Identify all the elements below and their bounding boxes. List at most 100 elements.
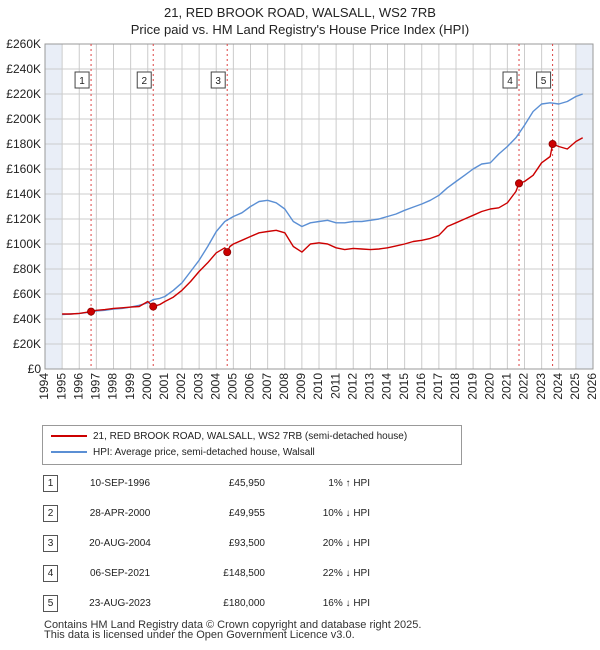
x-tick-label: 1999 <box>123 373 137 400</box>
transaction-hpi-diff: 1% ↑ HPI <box>328 478 370 489</box>
x-tick-label: 2023 <box>534 373 548 400</box>
transaction-date: 23-AUG-2023 <box>89 598 151 609</box>
event-marker-box <box>502 71 518 89</box>
transaction-number: 4 <box>43 565 58 582</box>
x-tick-label: 1995 <box>54 373 68 400</box>
x-tick-label: 2012 <box>345 373 359 400</box>
footer-copyright: Contains HM Land Registry data © Crown c… <box>44 619 422 631</box>
x-tick-label: 2022 <box>517 373 531 400</box>
y-tick-label: £100K <box>6 237 41 251</box>
table-row: 1 10-SEP-1996 £45,950 1% ↑ HPI <box>0 475 600 495</box>
sale-point <box>87 307 96 316</box>
x-tick-label: 2026 <box>585 373 599 400</box>
transaction-number: 1 <box>43 475 58 492</box>
x-tick-label: 2018 <box>448 373 462 400</box>
y-tick-label: £120K <box>6 212 41 226</box>
transaction-price: £93,500 <box>228 538 265 549</box>
x-tick-label: 1996 <box>71 373 85 400</box>
y-tick-label: £20K <box>13 337 41 351</box>
x-tick-label: 2002 <box>174 373 188 400</box>
legend-swatch-hpi <box>51 451 87 454</box>
x-tick-label: 2011 <box>328 373 342 399</box>
x-tick-label: 2010 <box>311 373 325 400</box>
sale-point <box>548 139 557 148</box>
event-marker-label: 3 <box>215 76 221 87</box>
footer-attribution: Contains HM Land Registry data © Crown c… <box>44 619 422 641</box>
x-tick-label: 2005 <box>226 373 240 400</box>
event-marker-label: 1 <box>79 76 85 87</box>
transaction-price: £180,000 <box>223 598 265 609</box>
legend-item-hpi: HPI: Average price, semi-detached house,… <box>51 445 315 461</box>
transaction-price: £45,950 <box>228 478 265 489</box>
transaction-price: £148,500 <box>223 568 265 579</box>
y-tick-label: £180K <box>6 137 41 151</box>
transaction-hpi-diff: 10% ↓ HPI <box>322 508 370 519</box>
event-marker-box <box>136 71 152 89</box>
series-line-hpi <box>62 93 583 316</box>
y-tick-label: £200K <box>6 112 41 126</box>
legend-swatch-property <box>51 435 87 438</box>
transaction-date: 06-SEP-2021 <box>89 568 151 579</box>
chart-title-line2: Price paid vs. HM Land Registry's House … <box>130 22 470 37</box>
sale-point <box>149 302 158 311</box>
table-row: 2 28-APR-2000 £49,955 10% ↓ HPI <box>0 505 600 525</box>
chart-legend: 21, RED BROOK ROAD, WALSALL, WS2 7RB (se… <box>42 425 462 465</box>
x-tick-label: 1994 <box>37 373 51 400</box>
x-tick-label: 2004 <box>208 373 222 400</box>
x-tick-label: 1997 <box>89 373 103 400</box>
y-tick-label: £220K <box>6 87 41 101</box>
x-tick-label: 2006 <box>243 373 257 400</box>
shaded-region <box>45 44 63 369</box>
transaction-hpi-diff: 20% ↓ HPI <box>322 538 370 549</box>
x-tick-label: 2016 <box>414 373 428 400</box>
x-tick-label: 2001 <box>157 373 171 400</box>
y-tick-label: £160K <box>6 162 41 176</box>
y-tick-label: £40K <box>13 312 41 326</box>
x-tick-label: 2000 <box>140 373 154 400</box>
sale-point <box>515 179 524 188</box>
transaction-number: 3 <box>43 535 58 552</box>
chart-title-line1: 21, RED BROOK ROAD, WALSALL, WS2 7RB <box>164 5 436 20</box>
transaction-hpi-diff: 22% ↓ HPI <box>322 568 370 579</box>
shaded-region <box>575 44 593 369</box>
event-marker-box <box>74 71 90 89</box>
x-tick-label: 2014 <box>380 373 394 400</box>
plot-border <box>44 43 594 370</box>
y-tick-label: £0 <box>28 362 42 376</box>
legend-item-property: 21, RED BROOK ROAD, WALSALL, WS2 7RB (se… <box>51 429 407 445</box>
table-row: 3 20-AUG-2004 £93,500 20% ↓ HPI <box>0 535 600 555</box>
price-chart: £0 £20K £40K £60K £80K £100K £120K £140K £160K £1… <box>6 37 599 400</box>
x-tick-label: 2003 <box>191 373 205 400</box>
x-tick-label: 2013 <box>363 373 377 400</box>
sale-point <box>223 248 232 257</box>
x-tick-label: 2019 <box>465 373 479 400</box>
y-tick-label: £260K <box>6 37 41 51</box>
transaction-date: 20-AUG-2004 <box>89 538 151 549</box>
series-line-property <box>62 137 584 315</box>
event-marker-box <box>210 71 226 89</box>
transaction-number: 5 <box>43 595 58 612</box>
y-tick-label: £60K <box>13 287 41 301</box>
footer-license: This data is licensed under the Open Gov… <box>44 629 355 641</box>
y-tick-label: £240K <box>6 62 41 76</box>
event-marker-box <box>536 71 552 89</box>
x-tick-label: 2009 <box>294 373 308 400</box>
event-marker-label: 2 <box>141 76 147 87</box>
legend-label-hpi: HPI: Average price, semi-detached house,… <box>93 447 315 458</box>
transaction-number: 2 <box>43 505 58 522</box>
x-tick-label: 2025 <box>568 373 582 400</box>
event-marker-label: 4 <box>507 76 513 87</box>
transaction-hpi-diff: 16% ↓ HPI <box>322 598 370 609</box>
y-tick-label: £140K <box>6 187 41 201</box>
table-row: 4 06-SEP-2021 £148,500 22% ↓ HPI <box>0 565 600 585</box>
transaction-date: 28-APR-2000 <box>89 508 151 519</box>
y-tick-label: £80K <box>13 262 41 276</box>
legend-label-property: 21, RED BROOK ROAD, WALSALL, WS2 7RB (se… <box>93 431 408 442</box>
x-tick-label: 2017 <box>431 373 445 400</box>
table-row: 5 23-AUG-2023 £180,000 16% ↓ HPI <box>0 595 600 615</box>
x-tick-label: 2024 <box>551 373 565 400</box>
x-tick-label: 2008 <box>277 373 291 400</box>
x-tick-label: 2007 <box>260 373 274 400</box>
x-tick-label: 1998 <box>106 373 120 400</box>
x-tick-label: 2020 <box>482 373 496 400</box>
